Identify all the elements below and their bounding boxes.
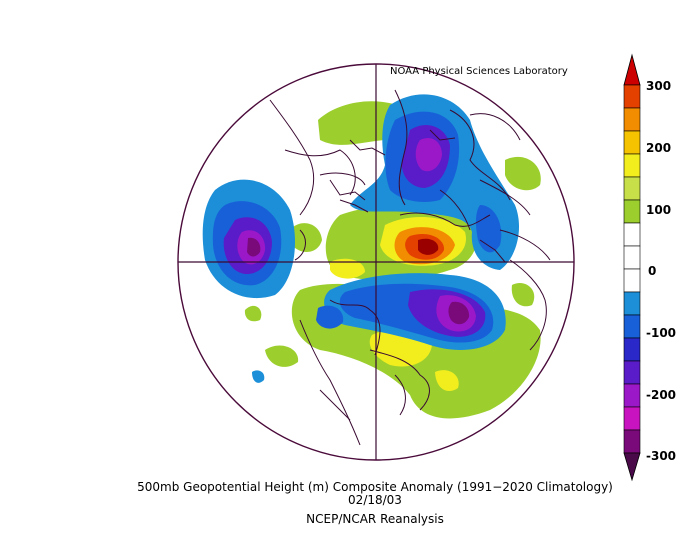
colorbar [623,53,641,482]
map-boundary [177,63,575,461]
map-title: 500mb Geopotential Height (m) Composite … [137,480,613,494]
colorbar-label: 0 [648,264,657,278]
positive-anomaly-region [511,282,535,307]
positive-anomaly-region [265,345,299,367]
colorbar-label: 100 [646,203,672,217]
negative-anomaly-region [252,370,265,383]
colorbar-label: 200 [646,141,672,155]
negative-anomaly-region [247,237,261,257]
credit-label: NOAA Physical Sciences Laboratory [390,66,568,77]
negative-anomaly-region [475,205,502,253]
positive-anomaly-region [290,223,322,252]
colorbar-top-arrow [623,53,641,86]
colorbar-label: -300 [646,449,677,463]
positive-anomaly-region [330,258,365,279]
positive-anomaly-core [418,238,439,255]
colorbar-label: -200 [646,388,677,402]
negative-anomaly-region [316,305,344,329]
positive-anomaly-region [244,305,262,322]
coastlines [269,89,551,446]
positive-anomaly-region [435,370,459,392]
positive-anomaly-region [505,156,541,191]
anomaly-shading [202,94,541,419]
colorbar-bottom-arrow [623,452,641,482]
colorbar-label: -100 [646,326,677,340]
colorbar-label: 300 [646,79,672,93]
data-source: NCEP/NCAR Reanalysis [306,512,444,526]
negative-anomaly-region [415,137,442,172]
map-date: 02/18/03 [348,493,402,507]
negative-anomaly-region [448,301,470,325]
